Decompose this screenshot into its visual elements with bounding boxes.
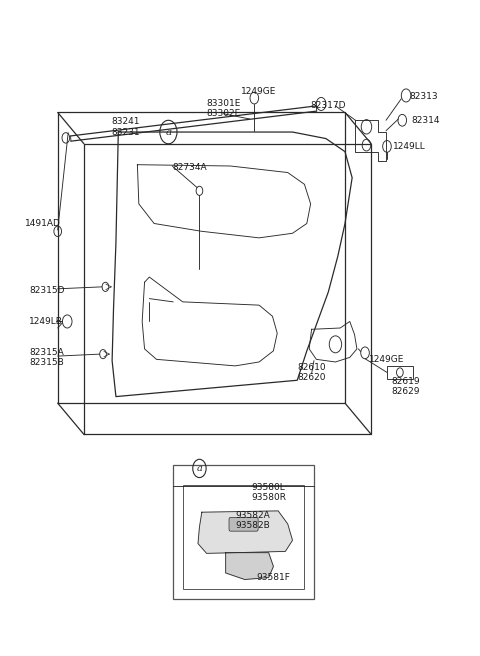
Text: 1249GE: 1249GE — [241, 87, 277, 96]
FancyBboxPatch shape — [173, 465, 314, 599]
FancyBboxPatch shape — [229, 518, 258, 531]
Text: 93581F: 93581F — [256, 573, 290, 582]
Polygon shape — [226, 553, 274, 579]
Text: 82314: 82314 — [412, 115, 440, 125]
Text: 82619
82629: 82619 82629 — [392, 377, 420, 396]
Text: 82317D: 82317D — [311, 102, 346, 110]
Text: 82734A: 82734A — [172, 163, 207, 173]
Text: 93580L
93580R: 93580L 93580R — [251, 483, 286, 502]
Text: a: a — [165, 127, 171, 136]
Polygon shape — [198, 511, 292, 554]
Text: 83301E
83302E: 83301E 83302E — [206, 99, 240, 118]
Text: 1491AD: 1491AD — [25, 219, 61, 228]
Text: a: a — [196, 464, 203, 473]
Text: 82313: 82313 — [409, 92, 438, 100]
Text: 82610
82620: 82610 82620 — [297, 363, 326, 382]
Text: 82315D: 82315D — [29, 285, 65, 295]
Text: 1249GE: 1249GE — [369, 355, 404, 364]
FancyBboxPatch shape — [387, 366, 413, 379]
Text: 93582A
93582B: 93582A 93582B — [235, 511, 270, 531]
FancyBboxPatch shape — [183, 485, 304, 589]
Text: 1249LL: 1249LL — [393, 142, 425, 151]
Text: 83241
83231: 83241 83231 — [111, 117, 140, 136]
Text: 82315A
82315B: 82315A 82315B — [29, 348, 64, 367]
Text: 1249LB: 1249LB — [29, 317, 63, 326]
